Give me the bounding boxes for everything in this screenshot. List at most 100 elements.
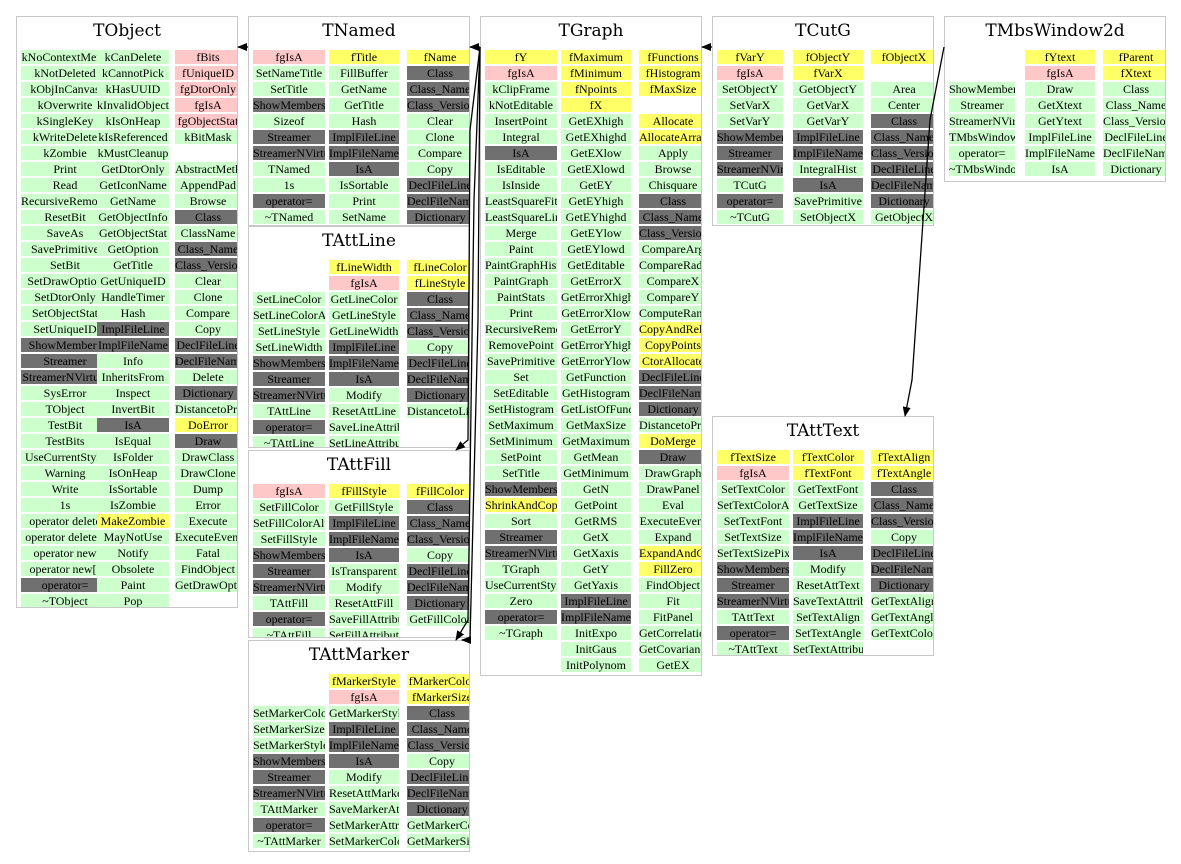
- member-initpolynom[interactable]: InitPolynom: [561, 658, 631, 672]
- member-geterrorylow[interactable]: GetErrorYlow: [561, 354, 631, 368]
- member-settextsizepixels[interactable]: SetTextSizePixels: [717, 546, 789, 560]
- member-implfileline[interactable]: ImplFileLine: [97, 322, 169, 336]
- member-class[interactable]: Class: [175, 210, 237, 224]
- member-tattmarker[interactable]: ~TAttMarker: [253, 834, 325, 848]
- member-showmembers[interactable]: ShowMembers: [253, 356, 325, 370]
- member-settitle[interactable]: SetTitle: [485, 466, 557, 480]
- member-dictionary[interactable]: Dictionary: [1103, 162, 1165, 176]
- member-fminimum[interactable]: fMinimum: [561, 66, 631, 80]
- member-streamer[interactable]: Streamer: [717, 578, 789, 592]
- member-paintgraph[interactable]: PaintGraph: [485, 274, 557, 288]
- member-resetbit[interactable]: ResetBit: [21, 210, 109, 224]
- member-drawclass[interactable]: DrawClass: [175, 450, 237, 464]
- member-modify[interactable]: Modify: [329, 580, 399, 594]
- member-issortable[interactable]: IsSortable: [97, 482, 169, 496]
- member-streamer[interactable]: Streamer: [485, 530, 557, 544]
- member-funiqueid[interactable]: fUniqueID: [175, 66, 237, 80]
- member-testbit[interactable]: TestBit: [21, 418, 109, 432]
- member-copy[interactable]: Copy: [407, 340, 469, 354]
- member-implfileline[interactable]: ImplFileLine: [329, 722, 399, 736]
- member-usecurrentstyle[interactable]: UseCurrentStyle: [485, 578, 557, 592]
- member-getxaxis[interactable]: GetXaxis: [561, 546, 631, 560]
- member-declfilename[interactable]: DeclFileName: [639, 386, 701, 400]
- member-streamernvirtual[interactable]: StreamerNVirtual: [485, 546, 557, 560]
- member-classname[interactable]: ClassName: [175, 226, 237, 240]
- member-streamer[interactable]: Streamer: [21, 354, 109, 368]
- member-getpoint[interactable]: GetPoint: [561, 498, 631, 512]
- member-setfillstyle[interactable]: SetFillStyle: [253, 532, 325, 546]
- member-implfilename[interactable]: ImplFileName: [329, 738, 399, 752]
- member-delete[interactable]: Delete: [175, 370, 237, 384]
- member-dictionary[interactable]: Dictionary: [175, 386, 237, 400]
- member-fgisa[interactable]: fgIsA: [175, 98, 237, 112]
- member-declfilename[interactable]: DeclFileName: [871, 178, 933, 192]
- member-fgisa[interactable]: fgIsA: [1025, 66, 1095, 80]
- member-class-version[interactable]: Class_Version: [407, 324, 469, 338]
- member-settitle[interactable]: SetTitle: [253, 82, 325, 96]
- member-tattfill[interactable]: TAttFill: [253, 596, 325, 610]
- member-getn[interactable]: GetN: [561, 482, 631, 496]
- member-declfilename[interactable]: DeclFileName: [407, 580, 469, 594]
- member-initexpo[interactable]: InitExpo: [561, 626, 631, 640]
- member-saveprimitive[interactable]: SavePrimitive: [485, 354, 557, 368]
- member-streamer[interactable]: Streamer: [949, 98, 1015, 112]
- member-streamernvirtual[interactable]: StreamerNVirtual: [717, 162, 783, 176]
- member-declfileline[interactable]: DeclFileLine: [407, 564, 469, 578]
- member-tatttext[interactable]: TAttText: [717, 610, 789, 624]
- member-gettextsize[interactable]: GetTextSize: [793, 498, 863, 512]
- member-shrinkandcopy[interactable]: ShrinkAndCopy: [485, 498, 557, 512]
- member-copyandrelease[interactable]: CopyAndRelease: [639, 322, 701, 336]
- member-fillbuffer[interactable]: FillBuffer: [329, 66, 399, 80]
- member-sort[interactable]: Sort: [485, 514, 557, 528]
- member-geterrorx[interactable]: GetErrorX: [561, 274, 631, 288]
- member-getx[interactable]: GetX: [561, 530, 631, 544]
- member-draw[interactable]: Draw: [639, 450, 701, 464]
- member-getrms[interactable]: GetRMS: [561, 514, 631, 528]
- member-getobjectstat[interactable]: GetObjectStat: [97, 226, 169, 240]
- member-executeevent[interactable]: ExecuteEvent: [175, 530, 237, 544]
- member-tattmarker[interactable]: TAttMarker: [253, 802, 325, 816]
- member-computerange[interactable]: ComputeRange: [639, 306, 701, 320]
- member-implfilename[interactable]: ImplFileName: [561, 610, 631, 624]
- member-declfileline[interactable]: DeclFileLine: [1103, 130, 1165, 144]
- member-ffillstyle[interactable]: fFillStyle: [329, 484, 399, 498]
- member-warning[interactable]: Warning: [21, 466, 109, 480]
- member-kisreferenced[interactable]: kIsReferenced: [97, 130, 169, 144]
- member-findobject[interactable]: FindObject: [175, 562, 237, 576]
- member-clone[interactable]: Clone: [175, 290, 237, 304]
- member-ffillcolor[interactable]: fFillColor: [407, 484, 469, 498]
- member-geteyhigh[interactable]: GetEYhigh: [561, 194, 631, 208]
- member-operator-delete[interactable]: operator delete: [21, 514, 109, 528]
- member-compareradius[interactable]: CompareRadius: [639, 258, 701, 272]
- member-comparey[interactable]: CompareY: [639, 290, 701, 304]
- member-allocatearrays[interactable]: AllocateArrays: [639, 130, 701, 144]
- member-distancetoprimitive[interactable]: DistancetoPrimitive: [175, 402, 237, 416]
- member-fmarkercolor[interactable]: fMarkerColor: [407, 674, 469, 688]
- member-browse[interactable]: Browse: [639, 162, 701, 176]
- member-issortable[interactable]: IsSortable: [329, 178, 399, 192]
- member-kclipframe[interactable]: kClipFrame: [485, 82, 557, 96]
- member-copy[interactable]: Copy: [407, 162, 469, 176]
- member-fx[interactable]: fX: [561, 98, 631, 112]
- member-operator[interactable]: operator=: [253, 612, 325, 626]
- member-comparex[interactable]: CompareX: [639, 274, 701, 288]
- member-findobject[interactable]: FindObject: [639, 578, 701, 592]
- member-center[interactable]: Center: [871, 98, 933, 112]
- member-modify[interactable]: Modify: [793, 562, 863, 576]
- member-kobjincanvas[interactable]: kObjInCanvas: [21, 82, 109, 96]
- member-copy[interactable]: Copy: [407, 754, 469, 768]
- member-geteylow[interactable]: GetEYlow: [561, 226, 631, 240]
- member-info[interactable]: Info: [97, 354, 169, 368]
- member-settextalign[interactable]: SetTextAlign: [793, 610, 863, 624]
- member-resetattmarker[interactable]: ResetAttMarker: [329, 786, 399, 800]
- member-declfilename[interactable]: DeclFileName: [871, 562, 933, 576]
- member-dictionary[interactable]: Dictionary: [871, 194, 933, 208]
- member-expand[interactable]: Expand: [639, 530, 701, 544]
- member-set[interactable]: Set: [485, 370, 557, 384]
- member-streamernvirtual[interactable]: StreamerNVirtual: [253, 146, 325, 160]
- member-tgraph[interactable]: ~TGraph: [485, 626, 557, 640]
- member-operator[interactable]: operator=: [253, 194, 325, 208]
- member-implfileline[interactable]: ImplFileLine: [561, 594, 631, 608]
- member-getvary[interactable]: GetVarY: [793, 114, 863, 128]
- member-removepoint[interactable]: RemovePoint: [485, 338, 557, 352]
